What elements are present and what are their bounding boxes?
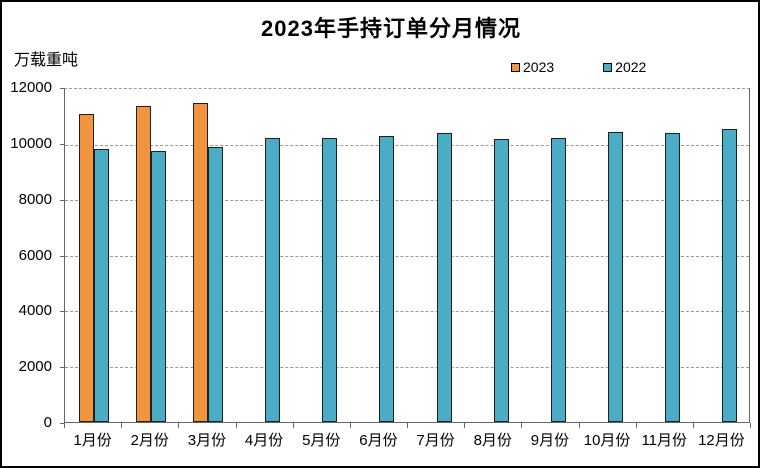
x-axis-label-11月份: 11月份: [641, 432, 688, 449]
x-tick-mark-0: [64, 423, 65, 428]
x-axis-label-9月份: 9月份: [530, 432, 570, 449]
plot-area: [64, 88, 750, 423]
chart-legend: 2023 2022: [511, 59, 646, 75]
gridline-2000: [65, 366, 749, 368]
gridline-4000: [65, 311, 749, 312]
bar-2022-12月份: [722, 129, 738, 422]
bar-2022-2月份: [150, 151, 166, 422]
x-tick-mark-7: [464, 423, 466, 428]
y-axis-label-6000: 6000: [18, 246, 52, 264]
bar-2022-3月份: [207, 147, 223, 422]
legend-label-2023: 2023: [523, 59, 555, 75]
y-tick-mark-4000: [60, 311, 64, 313]
bar-2023-2月份: [135, 105, 151, 422]
x-tick-mark-2: [178, 423, 180, 428]
bar-2022-8月份: [493, 138, 509, 422]
x-tick-mark-6: [407, 423, 408, 428]
y-axis-label-8000: 8000: [18, 190, 52, 208]
y-tick-mark-8000: [60, 199, 64, 201]
x-axis-label-8月份: 8月份: [473, 432, 512, 449]
y-axis-label-2000: 2000: [18, 358, 52, 376]
x-tick-mark-1: [121, 423, 123, 428]
legend-swatch-2023-icon: [511, 62, 520, 72]
x-tick-mark-4: [292, 423, 294, 428]
y-tick-mark-6000: [60, 255, 64, 257]
y-tick-mark-10000: [60, 143, 64, 145]
bar-2023-3月份: [192, 102, 208, 422]
x-axis-label-4月份: 4月份: [244, 432, 284, 449]
bar-2022-4月份: [265, 137, 281, 422]
x-axis-label-3月份: 3月份: [187, 432, 227, 449]
x-axis-label-5月份: 5月份: [302, 432, 341, 449]
legend-item-2022: 2022: [603, 59, 646, 75]
gridline-6000: [65, 255, 749, 257]
legend-label-2022: 2022: [615, 59, 647, 75]
y-tick-mark-2000: [60, 367, 64, 369]
y-axis-label-10000: 10000: [10, 134, 52, 152]
x-tick-mark-3: [235, 423, 237, 428]
x-tick-mark-10: [635, 423, 637, 428]
y-axis-label-12000: 12000: [10, 79, 52, 96]
bar-2022-10月份: [608, 132, 624, 422]
x-tick-mark-9: [578, 423, 580, 428]
y-tick-mark-12000: [60, 88, 64, 89]
x-tick-mark-11: [692, 423, 694, 428]
x-tick-mark-5: [349, 423, 351, 428]
bar-2022-1月份: [93, 148, 109, 422]
y-tick-mark-0: [60, 423, 64, 424]
gridline-8000: [65, 200, 749, 201]
x-axis-label-12月份: 12月份: [698, 432, 745, 449]
x-axis-label-6月份: 6月份: [359, 432, 398, 449]
legend-item-2023: 2023: [511, 59, 554, 75]
y-axis-unit-label: 万载重吨: [14, 52, 79, 69]
x-axis-label-7月份: 7月份: [416, 432, 455, 449]
bar-2022-9月份: [550, 137, 566, 422]
x-axis-label-2月份: 2月份: [130, 432, 169, 449]
chart-title: 2023年手持订单分月情况: [261, 16, 521, 41]
bar-2022-11月份: [665, 133, 681, 422]
gridline-10000: [65, 144, 749, 146]
y-axis-label-0: 0: [43, 414, 52, 431]
bar-2022-7月份: [436, 133, 452, 422]
y-axis-label-4000: 4000: [18, 302, 52, 320]
bar-2022-5月份: [322, 137, 338, 422]
legend-swatch-2022-icon: [603, 62, 613, 72]
x-tick-mark-12: [750, 423, 751, 428]
bar-2022-6月份: [379, 136, 395, 422]
x-tick-mark-8: [521, 423, 523, 428]
bar-2023-1月份: [78, 113, 94, 422]
x-axis-label-1月份: 1月份: [73, 432, 112, 449]
x-axis-label-10月份: 10月份: [583, 432, 631, 449]
